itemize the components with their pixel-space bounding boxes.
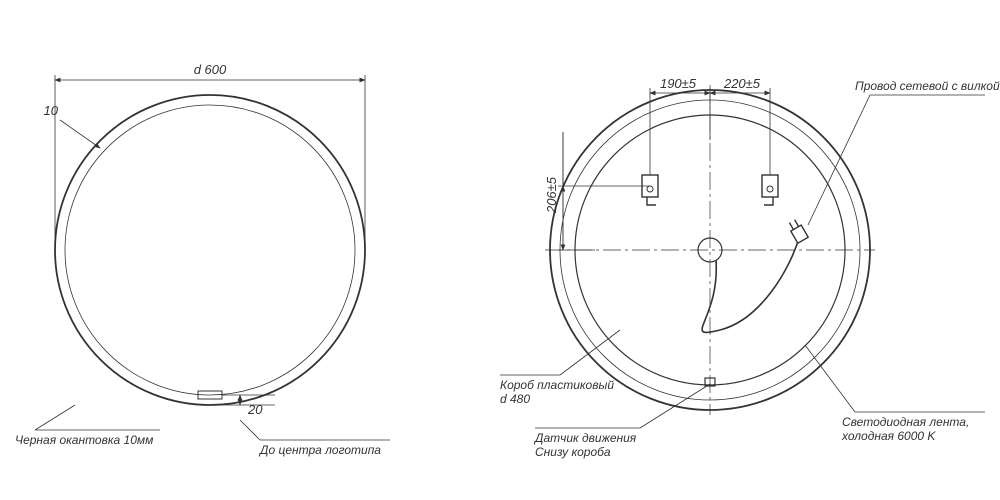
label-led2: холодная 6000 K <box>841 429 936 443</box>
left-inner-circle <box>65 105 355 395</box>
right-view: 190±5 220±5 206±5 Провод сетевой с вилко… <box>500 76 1000 459</box>
dim-diameter: d 600 <box>194 62 227 77</box>
left-view: d 600 10 Черная окантовка 10мм 20 До цен… <box>15 62 390 457</box>
label-border: Черная окантовка 10мм <box>15 433 153 447</box>
label-box1: Короб пластиковый <box>500 378 614 392</box>
dim-h2: 220±5 <box>723 76 761 91</box>
label-cord: Провод сетевой с вилкой <box>855 79 1000 93</box>
bracket-right <box>762 175 778 205</box>
dim-thickness: 10 <box>44 103 59 118</box>
label-box2: d 480 <box>500 392 530 406</box>
dim-logo: 20 <box>247 402 263 417</box>
label-sensor1: Датчик движения <box>533 431 637 445</box>
left-outer-circle <box>55 95 365 405</box>
label-logo: До центра логотипа <box>258 443 381 457</box>
dim-h1: 190±5 <box>660 76 697 91</box>
technical-drawing: d 600 10 Черная окантовка 10мм 20 До цен… <box>0 0 1000 500</box>
dim-v: 206±5 <box>544 176 559 214</box>
label-led1: Светодиодная лента, <box>842 415 969 429</box>
power-plug <box>787 218 808 243</box>
label-sensor2: Снизу короба <box>535 445 611 459</box>
bracket-left <box>642 175 658 205</box>
power-cord <box>702 235 800 332</box>
